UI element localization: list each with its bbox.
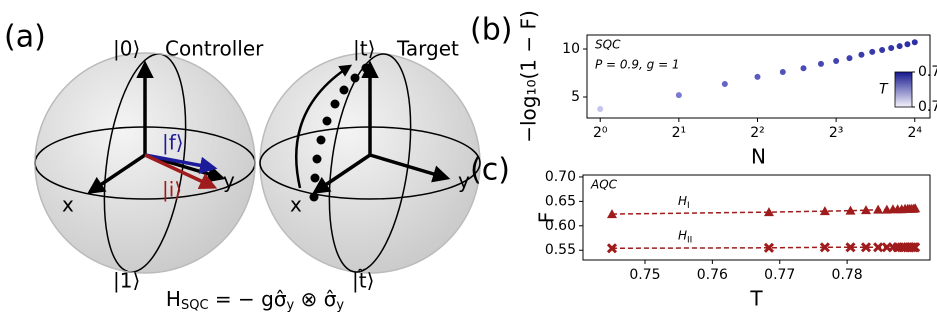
marker — [819, 242, 830, 253]
point — [888, 45, 895, 52]
annotation: P = 0.9, g = 1 — [595, 58, 680, 72]
point — [911, 39, 918, 46]
y-tick-label: 0.60 — [545, 218, 576, 234]
point — [721, 81, 728, 88]
x-axis-label: N — [751, 145, 766, 169]
x-tick-label: 0.76 — [697, 267, 728, 283]
panel-label: (b) — [470, 13, 512, 48]
point — [869, 48, 876, 55]
marker — [845, 205, 856, 215]
y-tick-label: 5 — [571, 89, 580, 105]
y-tick-label: 10 — [562, 41, 580, 57]
x-tick-label: 0.75 — [629, 267, 660, 283]
marker — [819, 206, 830, 216]
axis-label: x — [290, 193, 302, 217]
y-tick-label: 0.70 — [545, 169, 576, 185]
marker — [845, 242, 856, 253]
state-label: |f⟩ — [162, 131, 184, 155]
formula-part: σ̂ — [324, 287, 337, 311]
point — [833, 58, 840, 65]
marker — [910, 242, 921, 253]
formula-part: ⊗ — [294, 287, 323, 311]
series-line — [611, 246, 916, 250]
formula-part: σ̂ — [274, 287, 287, 311]
y-axis-label: −log₁₀(1 − F) — [517, 10, 541, 143]
formula-part: = − g — [209, 287, 274, 311]
marker — [606, 243, 618, 254]
panel-label: (c) — [470, 153, 510, 188]
x-tick-label: 2³ — [829, 125, 844, 141]
annotation: SQC — [595, 38, 621, 52]
state-label: |t̃⟩ — [352, 269, 374, 293]
point — [858, 51, 865, 58]
x-tick-label: 2¹ — [672, 125, 687, 141]
point — [904, 41, 911, 48]
colorbar — [894, 71, 913, 108]
point — [896, 43, 903, 50]
plot-frame — [582, 174, 931, 261]
series-label: HII — [678, 228, 692, 245]
state-label: |0⟩ — [113, 37, 140, 61]
colorbar-tick-label: 0.71 — [918, 99, 937, 115]
point — [779, 69, 786, 76]
formula-part: y — [336, 298, 344, 313]
annotation: AQC — [590, 178, 618, 192]
x-tick-label: 2² — [750, 125, 765, 141]
state-label: |1⟩ — [113, 269, 140, 293]
bloch-sphere — [34, 52, 256, 274]
y-axis-label: F — [535, 212, 559, 224]
y-tick-label: 0.55 — [545, 242, 576, 258]
point — [846, 55, 853, 62]
sphere-title: Target — [396, 37, 459, 61]
point — [817, 60, 824, 67]
marker — [763, 242, 775, 253]
point — [754, 73, 761, 80]
point — [800, 65, 807, 72]
point — [675, 92, 682, 99]
bloch-sphere — [259, 52, 481, 274]
colorbar-label: T — [879, 82, 889, 98]
point — [879, 46, 886, 53]
marker — [860, 242, 872, 253]
series-label: HI — [678, 194, 690, 211]
marker — [873, 204, 884, 214]
marker — [860, 205, 871, 215]
point — [597, 105, 604, 112]
formula-part: SQC — [181, 298, 209, 313]
x-tick-label: 2⁰ — [593, 125, 608, 141]
y-tick-label: 0.65 — [545, 193, 576, 209]
series-label-sub: I — [687, 201, 690, 211]
series-label-sub: II — [687, 235, 692, 245]
marker — [606, 209, 617, 219]
axis-label: y — [458, 169, 470, 193]
marker — [763, 207, 774, 217]
state-label: |i⟩ — [162, 178, 182, 202]
series-label-main: H — [678, 194, 687, 208]
panel-label: (a) — [4, 20, 46, 55]
sphere-title: Controller — [165, 37, 264, 61]
series-label-main: H — [678, 228, 687, 242]
x-tick-label: 2⁴ — [907, 125, 922, 141]
x-tick-label: 0.78 — [832, 267, 863, 283]
x-tick-label: 0.77 — [764, 267, 795, 283]
plot-frame — [586, 34, 931, 119]
marker — [910, 203, 921, 213]
formula-part: y — [287, 298, 295, 313]
axis-label: x — [62, 193, 74, 217]
axis-label: y — [223, 169, 235, 193]
hamiltonian: HSQC = − gσ̂y ⊗ σ̂y — [166, 287, 344, 313]
marker — [873, 242, 884, 253]
x-axis-label: T — [749, 287, 763, 311]
formula-part: H — [166, 287, 181, 311]
state-label: |t⟩ — [353, 37, 375, 61]
colorbar-tick-label: 0.79 — [918, 64, 937, 80]
